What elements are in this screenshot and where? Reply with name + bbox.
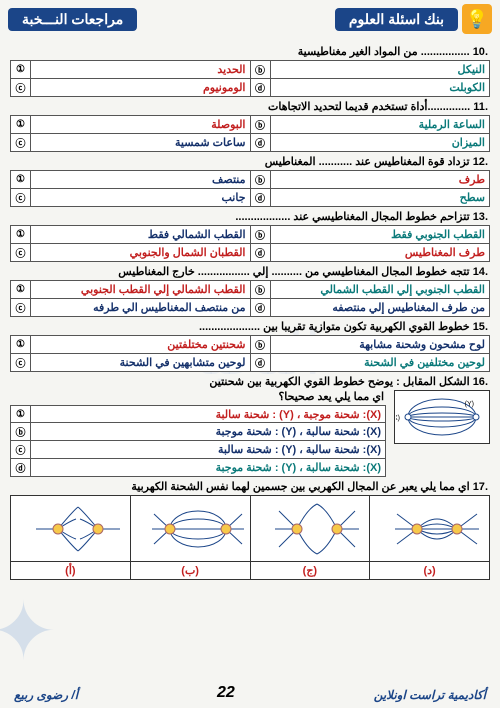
q14-b: القطب الجنوبي إلي القطب الشمالي [270,281,490,299]
q16-a: (X): شحنة موجبة ، (Y) : شحنة سالبة [31,406,386,423]
q17-dia-c [250,496,370,562]
q16-sub: اي مما يلي يعد صحيحا؟ [12,390,384,403]
doodle-decoration: ✦ [0,585,57,678]
marker-b: ⓑ [250,281,270,299]
q13-a: القطب الشمالي فقط [31,226,251,244]
marker-d: ⓓ [250,189,270,207]
marker-c: ⓒ [11,354,31,372]
marker-d: ⓓ [250,299,270,317]
marker-b: ⓑ [250,61,270,79]
q16-text: .16 الشكل المقابل : يوضح خطوط القوي الكه… [12,375,488,388]
left-banner: بنك اسئلة العلوم [335,8,458,31]
q11-c: ساعات شمسية [31,134,251,152]
q10-table: النيكلⓑ الحديد① الكوبلتⓓ الومونيومⓒ [10,60,490,97]
q17-text: .17 اي مما يلي يعبر عن المجال الكهربي بي… [12,480,488,493]
q17-lbl-b: (ب) [130,562,250,580]
marker-c: ⓒ [11,244,31,262]
q15-d: لوحين مختلفين في الشحنة [270,354,490,372]
marker-a: ① [11,336,31,354]
marker-c: ⓒ [11,79,31,97]
q12-text: .12 تزداد قوة المغناطيس عند ........... … [12,155,488,168]
marker-a: ① [11,116,31,134]
q12-b: طرف [270,171,490,189]
q12-d: سطح [270,189,490,207]
label-x: (X) [396,415,400,422]
q15-a: شحنتين مختلفتين [31,336,251,354]
q17-dia-a [11,496,131,562]
q16-b: (X): شحنة سالبة ، (Y) : شحنة موجبة [31,423,386,441]
marker-d: ⓓ [250,244,270,262]
q11-d: الميزان [270,134,490,152]
q11-b: الساعة الرملية [270,116,490,134]
q10-a: الحديد [31,61,251,79]
right-banner: مراجعات النـــخبة [8,8,137,31]
q12-c: جانب [31,189,251,207]
q14-table: القطب الجنوبي إلي القطب الشماليⓑ القطب ا… [10,280,490,317]
page-header: 💡 بنك اسئلة العلوم مراجعات النـــخبة [0,0,500,38]
q13-text: .13 تتزاحم خطوط المجال المغناطيسي عند ..… [12,210,488,223]
q17-dia-b [130,496,250,562]
marker-c: ⓒ [11,441,31,459]
q10-text: .10 ................ من المواد الغير مغن… [12,45,488,58]
q12-table: طرفⓑ منتصف① سطحⓓ جانبⓒ [10,170,490,207]
marker-c: ⓒ [11,134,31,152]
q13-table: القطب الجنوبي فقطⓑ القطب الشمالي فقط① طر… [10,225,490,262]
marker-a: ① [11,281,31,299]
marker-d: ⓓ [250,354,270,372]
q10-b: النيكل [270,61,490,79]
footer-right: أ/ رضوى ربيع [14,688,78,702]
q13-b: القطب الجنوبي فقط [270,226,490,244]
marker-a: ① [11,226,31,244]
q11-text: .11 ..............أداة تستخدم قديما لتحد… [12,100,488,113]
marker-b: ⓑ [250,226,270,244]
q13-c: القطبان الشمال والجنوبي [31,244,251,262]
marker-b: ⓑ [250,116,270,134]
marker-b: ⓑ [250,171,270,189]
marker-b: ⓑ [250,336,270,354]
q15-text: .15 خطوط القوي الكهربية تكون متوازية تقر… [12,320,488,333]
label-y: (Y) [465,401,474,408]
marker-b: ⓑ [11,423,31,441]
q14-a: القطب الشمالي إلي القطب الجنوبي [31,281,251,299]
q15-c: لوحين متشابهين في الشحنة [31,354,251,372]
q17-lbl-d: (د) [370,562,490,580]
q16-diagram: (X) (Y) [394,390,490,444]
marker-a: ① [11,406,31,423]
q17-lbl-c: (ج) [250,562,370,580]
q15-table: لوح مشحون وشحنة مشابهةⓑ شحنتين مختلفتين①… [10,335,490,372]
marker-d: ⓓ [250,79,270,97]
page-footer: أكاديمية تراست اونلاين 22 أ/ رضوى ربيع [0,684,500,702]
q14-d: من طرف المغناطيس إلي منتصفه [270,299,490,317]
q14-text: .14 تتجه خطوط المجال المغناطيسي من .....… [12,265,488,278]
q15-b: لوح مشحون وشحنة مشابهة [270,336,490,354]
q17-dia-d [370,496,490,562]
q16-c: (X): شحنة سالبة ، (Y) : شحنة سالبة [31,441,386,459]
marker-c: ⓒ [11,189,31,207]
footer-left: أكاديمية تراست اونلاين [374,688,486,702]
q16-table: (X): شحنة موجبة ، (Y) : شحنة سالبة① (X):… [10,405,386,477]
q16-d: (X): شحنة سالبة ، (Y) : شحنة موجبة [31,459,386,477]
q14-c: من منتصف المغناطيس الي طرفه [31,299,251,317]
q11-a: البوصلة [31,116,251,134]
content: .10 ................ من المواد الغير مغن… [0,38,500,580]
marker-c: ⓒ [11,299,31,317]
q17-lbl-a: (أ) [11,562,131,580]
q13-d: طرف المغناطيس [270,244,490,262]
q17-diagrams: (د) (ج) (ب) (أ) [10,495,490,580]
marker-a: ① [11,171,31,189]
q10-c: الومونيوم [31,79,251,97]
q12-a: منتصف [31,171,251,189]
page-number: 22 [78,684,374,702]
bulb-icon: 💡 [462,4,492,34]
marker-a: ① [11,61,31,79]
q10-d: الكوبلت [270,79,490,97]
marker-d: ⓓ [250,134,270,152]
q11-table: الساعة الرمليةⓑ البوصلة① الميزانⓓ ساعات … [10,115,490,152]
marker-d: ⓓ [11,459,31,477]
